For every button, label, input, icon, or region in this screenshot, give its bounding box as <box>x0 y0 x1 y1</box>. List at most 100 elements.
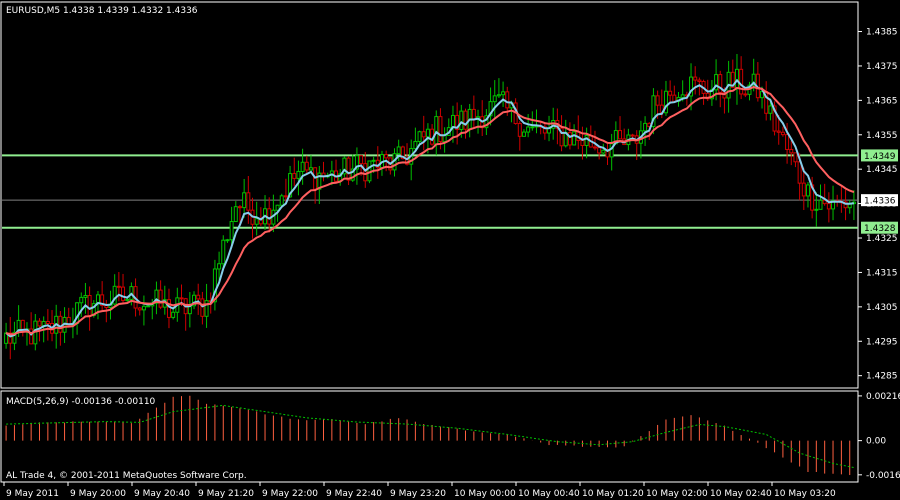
candle-body <box>442 134 447 143</box>
candle <box>496 78 501 98</box>
candle <box>668 80 673 104</box>
candle-body <box>818 199 823 210</box>
candle-body <box>200 298 205 317</box>
candle <box>501 81 506 107</box>
price-panel-header: EURUSD,M5 1.4338 1.4339 1.4332 1.4336 <box>6 6 198 16</box>
candle-body <box>471 108 476 121</box>
candle-body <box>760 90 765 99</box>
price-tick-label: 1.4355 <box>866 131 898 141</box>
candle-body <box>371 159 376 162</box>
candle-body <box>592 146 597 149</box>
candle <box>826 192 831 223</box>
price-tick-label: 1.4315 <box>866 268 898 278</box>
candle-body <box>530 126 535 129</box>
candle-body <box>663 90 668 114</box>
candle <box>254 201 259 236</box>
copyright-footer: AL Trade 4, © 2001-2011 MetaQuotes Softw… <box>6 471 247 481</box>
price-tick-label: 1.4285 <box>866 372 898 382</box>
candle <box>417 130 422 146</box>
candle <box>100 281 105 311</box>
candle <box>801 167 806 210</box>
candle-body <box>45 320 50 325</box>
candle <box>421 115 426 151</box>
candle <box>793 152 798 168</box>
candle-body <box>125 298 130 301</box>
candle <box>346 156 351 186</box>
candle-body <box>780 131 785 136</box>
candle-body <box>826 203 831 210</box>
candle <box>217 251 222 282</box>
moving-average-slow <box>5 85 855 336</box>
candle <box>730 59 735 89</box>
time-tick-label: 9 May 20:00 <box>70 489 126 499</box>
candle-body <box>279 195 284 206</box>
price-tick-label: 1.4375 <box>866 62 898 72</box>
price-panel-frame <box>0 1 859 389</box>
candle-body <box>221 239 226 265</box>
candle <box>822 183 827 206</box>
candle-body <box>100 294 105 306</box>
price-panel[interactable]: EURUSD,M5 1.4338 1.4339 1.4332 1.4336 1.… <box>0 1 898 389</box>
candle-body <box>463 110 468 130</box>
candle-body <box>484 115 489 129</box>
candle-body <box>12 331 17 344</box>
candle-body <box>359 155 364 165</box>
candle <box>229 206 234 249</box>
candle-body <box>154 289 159 304</box>
candle-body <box>618 130 623 140</box>
candle-body <box>505 91 510 109</box>
candle-body <box>793 152 798 163</box>
macd-signal-line <box>6 404 855 469</box>
candle-body <box>567 132 572 146</box>
candle-body <box>421 131 426 138</box>
candle <box>242 178 247 218</box>
candle <box>317 165 322 205</box>
candle-body <box>668 90 673 96</box>
candle-body <box>425 128 430 138</box>
candle-body <box>584 134 589 146</box>
candle <box>663 80 668 116</box>
candle <box>413 127 418 152</box>
candle <box>116 272 121 302</box>
candle-body <box>283 195 288 198</box>
candle <box>693 66 698 95</box>
candle <box>521 129 526 137</box>
macd-axis: 0.00216 0.00 -0.00165 <box>858 392 900 481</box>
candle-body <box>734 68 739 89</box>
candle <box>158 280 163 310</box>
time-tick-label: 9 May 2011 <box>6 489 59 499</box>
price-tick-label: 1.4365 <box>866 96 898 106</box>
macd-histogram-group <box>5 395 855 476</box>
candle-body <box>304 161 309 171</box>
candle-body <box>805 184 810 197</box>
candle-body <box>116 285 121 288</box>
time-tick-label: 9 May 22:40 <box>326 489 382 499</box>
time-tick-label: 9 May 20:40 <box>134 489 190 499</box>
candle <box>246 175 251 224</box>
candle <box>29 312 34 345</box>
candle <box>83 282 88 314</box>
candle <box>743 91 748 98</box>
time-tick-label: 10 May 03:20 <box>774 489 836 499</box>
candle <box>592 130 597 151</box>
candle-body <box>217 263 222 270</box>
candle-body <box>308 167 313 171</box>
candle-body <box>20 319 25 331</box>
candle-body <box>772 105 777 132</box>
time-tick-label: 9 May 22:00 <box>262 489 318 499</box>
candle <box>237 204 242 225</box>
candle-body <box>718 74 723 93</box>
time-tick-label: 10 May 02:40 <box>710 489 772 499</box>
candle <box>304 155 309 174</box>
candle-body <box>743 93 748 96</box>
candle <box>751 58 756 92</box>
candle-body <box>643 122 648 132</box>
candle-body <box>83 295 88 298</box>
candle-body <box>417 131 422 142</box>
macd-tick-label: 0.00216 <box>866 392 900 402</box>
candle-body <box>714 74 719 91</box>
candle <box>225 238 230 243</box>
macd-panel[interactable]: MACD(5,26,9) -0.00136 -0.00110 0.002160.… <box>0 390 900 483</box>
candle <box>438 108 443 150</box>
